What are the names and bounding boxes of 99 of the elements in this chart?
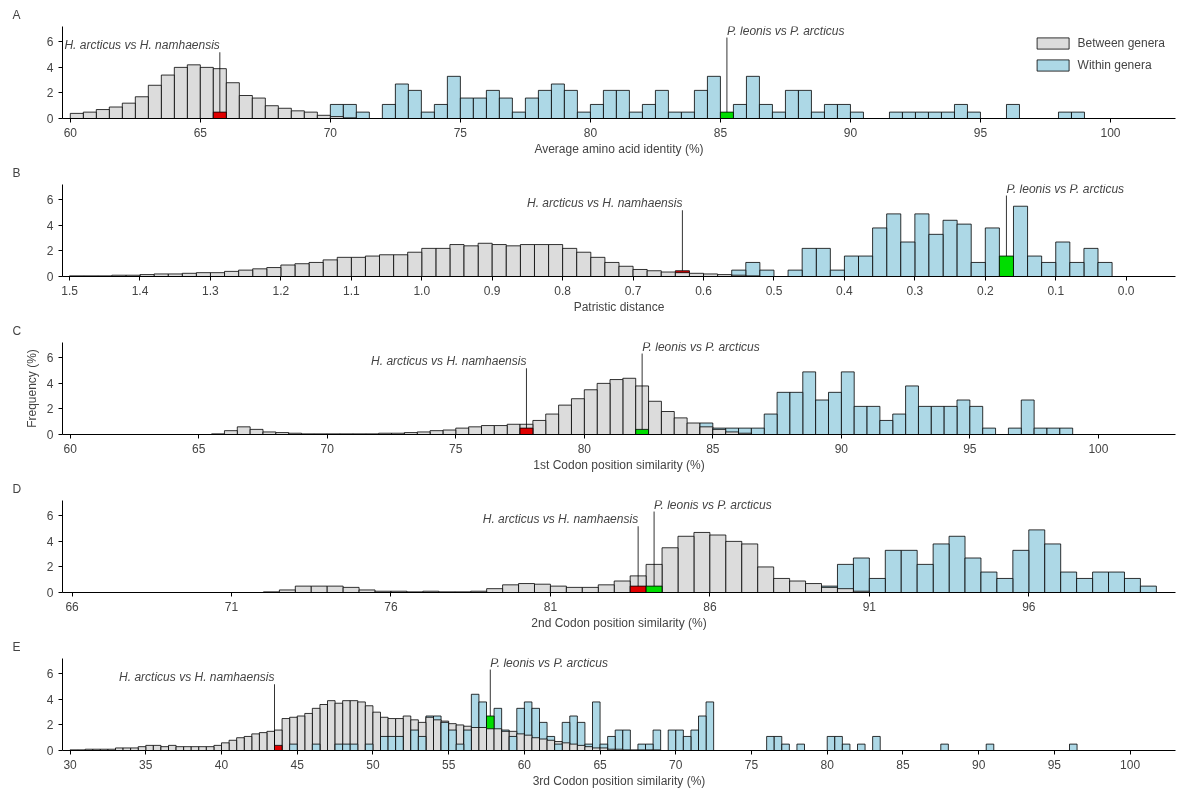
x-tick-label: 1.1 [342,283,360,298]
x-tick-label: 0.8 [554,283,572,298]
chart-title: B [12,165,21,180]
x-tick-label: 1.2 [272,283,290,298]
annotation: H. arcticus vs H. namhaensis [64,38,220,53]
x-tick-label: 80 [583,125,598,140]
x-tick-label: 100 [1100,125,1121,140]
x-tick-label: 95 [973,125,988,140]
x-tick-label: 80 [577,441,592,456]
x-tick-label: 90 [843,125,858,140]
x-tick-label: 85 [713,125,728,140]
x-tick-label: 96 [1022,599,1036,614]
x-tick-label: 0.7 [624,283,642,298]
y-tick-label: 4 [46,534,54,549]
x-tick-label: 91 [862,599,877,614]
x-tick-label: 86 [703,599,717,614]
x-tick-label: 90 [971,757,986,772]
x-tick-label: 30 [63,757,78,772]
x-tick-label: 71 [224,599,239,614]
x-tick-label: 0.0 [1117,283,1135,298]
x-axis-title: 2nd Codon position similarity (%) [531,615,707,630]
annotation: H. arcticus vs H. namhaensis [119,670,275,685]
x-tick-label: 76 [384,599,398,614]
x-tick-label: 1.4 [131,283,149,298]
y-tick-label: 4 [46,218,54,233]
y-tick-label: 2 [46,402,54,417]
x-tick-label: 1.3 [202,283,220,298]
annotation: P. leonis vs P. arcticus [490,655,608,670]
x-tick-label: 0.4 [836,283,854,298]
x-axis-title: 1st Codon position similarity (%) [533,457,705,472]
annotation: H. arcticus vs H. namhaensis [527,196,683,211]
y-tick-label: 2 [46,244,54,259]
x-tick-label: 60 [63,125,78,140]
x-tick-label: 66 [65,599,80,614]
x-tick-label: 70 [669,757,683,772]
x-tick-label: 75 [453,125,468,140]
x-tick-label: 100 [1088,441,1109,456]
x-tick-label: 0.2 [976,283,994,298]
x-tick-label: 95 [1047,757,1062,772]
y-tick-label: 2 [46,560,54,575]
x-tick-label: 65 [192,441,206,456]
x-axis-title: Patristic distance [573,299,665,314]
y-tick-label: 0 [46,112,54,126]
annotation: P. leonis vs P. arcticus [726,23,845,38]
x-tick-label: 80 [820,757,835,772]
x-tick-label: 75 [449,441,463,456]
chart-title: C [12,323,22,338]
x-tick-label: 40 [214,757,229,772]
x-tick-label: 55 [441,757,456,772]
x-tick-label: 0.9 [483,283,501,298]
y-tick-label: 2 [46,718,54,733]
y-tick-label: 6 [46,509,54,524]
annotation: P. leonis vs P. arcticus [1006,181,1125,196]
y-tick-label: 0 [46,428,54,442]
x-tick-label: 35 [139,757,153,772]
y-tick-label: 0 [46,586,54,600]
x-tick-label: 81 [543,599,558,614]
x-tick-label: 0.3 [906,283,924,298]
chart-title: E [12,639,21,654]
x-tick-label: 60 [517,757,532,772]
y-tick-label: 0 [46,270,54,284]
x-tick-label: 0.5 [765,283,783,298]
annotation: P. leonis vs P. arcticus [654,497,772,512]
y-tick-label: 6 [46,667,54,682]
x-tick-label: 90 [834,441,849,456]
annotation: H. arcticus vs H. namhaensis [482,512,639,527]
y-tick-label: 6 [46,35,54,50]
x-axis-title: 3rd Codon position similarity (%) [532,773,706,788]
x-tick-label: 0.6 [695,283,713,298]
y-tick-label: 0 [46,744,54,758]
x-tick-label: 50 [366,757,380,772]
x-tick-label: 65 [593,757,608,772]
legend-label: Within genera [1077,58,1152,72]
x-tick-label: 100 [1120,757,1141,772]
x-tick-label: 75 [744,757,759,772]
x-tick-label: 1.5 [61,283,79,298]
x-tick-label: 95 [963,441,977,456]
annotation: H. arcticus vs H. namhaensis [371,354,527,369]
x-tick-label: 85 [896,757,910,772]
x-tick-label: 45 [290,757,305,772]
x-tick-label: 65 [193,125,208,140]
y-tick-label: 4 [46,692,54,707]
y-tick-label: 4 [46,60,54,75]
x-tick-label: 1.0 [413,283,431,298]
chart-title: A [12,7,21,22]
chart-title: D [12,481,22,496]
y-axis-title: Frequency (%) [24,349,39,428]
y-tick-label: 6 [46,351,54,366]
y-tick-label: 2 [46,86,54,101]
x-tick-label: 0.1 [1047,283,1065,298]
x-tick-label: 70 [320,441,335,456]
legend-label: Between genera [1077,36,1165,50]
x-tick-label: 60 [63,441,78,456]
annotation: P. leonis vs P. arcticus [642,339,760,354]
y-tick-label: 4 [46,376,54,391]
x-tick-label: 70 [323,125,338,140]
x-tick-label: 85 [706,441,720,456]
y-tick-label: 6 [46,193,54,208]
x-axis-title: Average amino acid identity (%) [534,141,704,156]
